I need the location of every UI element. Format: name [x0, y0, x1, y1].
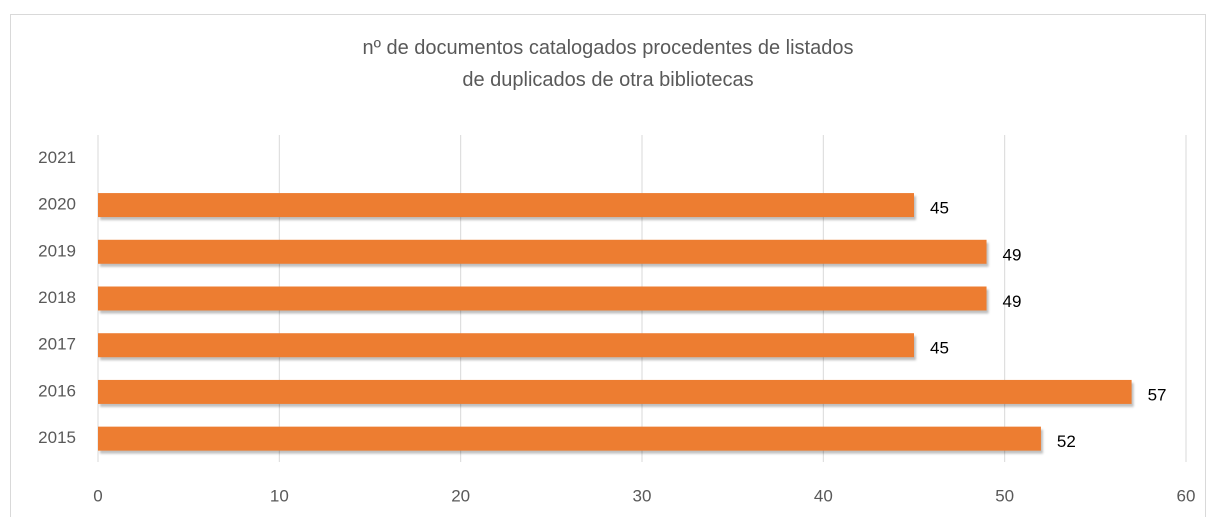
bar [98, 193, 914, 218]
y-tick-label: 2015 [38, 428, 76, 447]
y-tick-label: 2019 [38, 241, 76, 260]
x-tick-label: 0 [93, 486, 102, 505]
bar [98, 333, 914, 358]
bar [98, 379, 1132, 404]
y-tick-label: 2018 [38, 288, 76, 307]
y-tick-label: 2017 [38, 335, 76, 354]
x-tick-label: 60 [1177, 486, 1196, 505]
chart-border [10, 14, 1206, 517]
x-tick-label: 50 [995, 486, 1014, 505]
bar [98, 286, 987, 311]
chart-title: nº de documentos catalogados procedentes… [362, 37, 854, 91]
bar [98, 239, 987, 264]
data-label: 45 [930, 339, 949, 358]
bar [98, 426, 1041, 451]
data-label: 57 [1148, 385, 1167, 404]
data-label: 52 [1057, 432, 1076, 451]
x-tick-label: 40 [814, 486, 833, 505]
data-label: 45 [930, 199, 949, 218]
x-tick-label: 10 [270, 486, 289, 505]
y-tick-label: 2016 [38, 381, 76, 400]
x-tick-label: 30 [633, 486, 652, 505]
x-tick-label: 20 [451, 486, 470, 505]
y-tick-label: 2021 [38, 148, 76, 167]
data-label: 49 [1003, 292, 1022, 311]
data-label: 49 [1003, 245, 1022, 264]
y-tick-label: 2020 [38, 195, 76, 214]
